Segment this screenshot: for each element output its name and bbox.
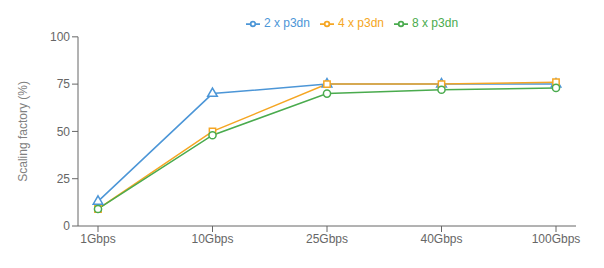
svg-text:75: 75: [57, 77, 71, 91]
html-text:2 x p3dn: 2 x p3dn: [263, 16, 310, 30]
svg-text:0: 0: [63, 219, 70, 233]
svg-text:100Gbps: 100Gbps: [532, 232, 581, 246]
svg-text:25: 25: [57, 172, 71, 186]
svg-text:Scaling factory (%): Scaling factory (%): [16, 81, 30, 182]
svg-text:50: 50: [57, 125, 71, 139]
svg-text:100: 100: [50, 30, 70, 44]
html-text:8 x p3dn: 8 x p3dn: [412, 16, 459, 30]
svg-text:25Gbps: 25Gbps: [306, 232, 348, 246]
html-text:4 x p3dn: 4 x p3dn: [338, 16, 384, 30]
svg-text:40Gbps: 40Gbps: [420, 232, 462, 246]
svg-text:1Gbps: 1Gbps: [80, 232, 115, 246]
svg-text:10Gbps: 10Gbps: [191, 232, 233, 246]
